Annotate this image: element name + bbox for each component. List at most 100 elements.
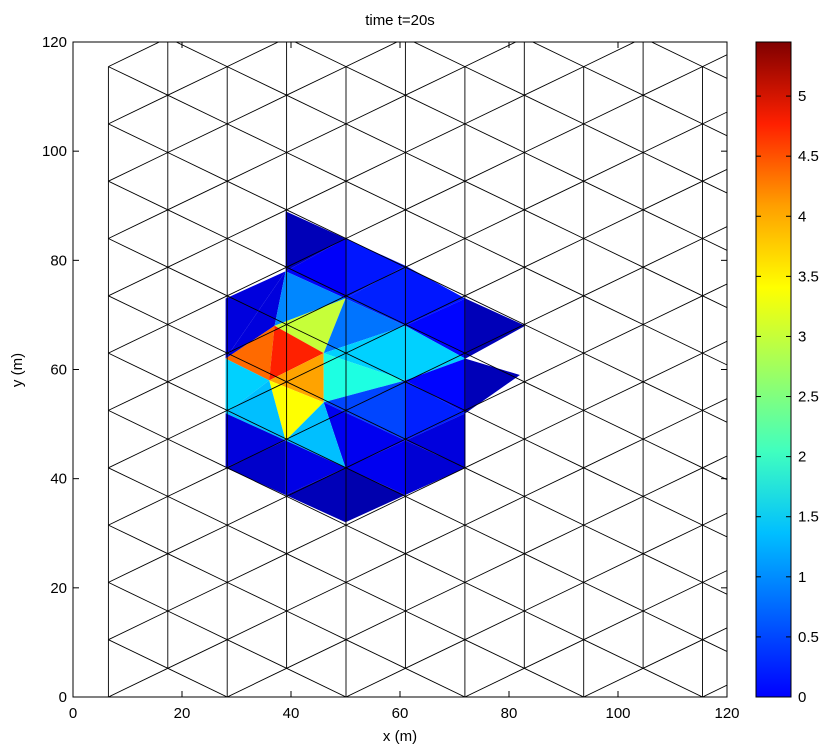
mesh-edge <box>227 352 287 383</box>
mesh-edge <box>642 467 703 497</box>
mesh-edge <box>227 467 287 497</box>
mesh-edge <box>227 553 287 583</box>
mesh-edge <box>583 438 644 469</box>
mesh-edge <box>642 438 703 469</box>
mesh-edge <box>405 495 466 526</box>
mesh-edge <box>108 324 168 354</box>
mesh-edge <box>286 209 347 239</box>
mesh-edge <box>702 66 727 79</box>
x-tick-label: 100 <box>605 705 630 722</box>
mesh-edge <box>108 180 168 211</box>
mesh-edge <box>642 409 703 440</box>
mesh-edge <box>345 324 406 354</box>
mesh-edge <box>167 639 228 669</box>
mesh-edge <box>642 209 703 239</box>
mesh-edge <box>227 381 287 411</box>
mesh-edge <box>702 639 727 652</box>
mesh-edge <box>524 610 584 641</box>
mesh-edge <box>405 352 466 383</box>
mesh-edge <box>345 667 406 697</box>
mesh-edge <box>227 409 287 440</box>
mesh-edge <box>524 409 584 440</box>
cell-18 <box>225 358 270 414</box>
mesh-edge <box>702 581 727 595</box>
mesh-edge <box>108 581 168 612</box>
mesh-edge <box>345 295 406 325</box>
mesh-edge <box>702 524 727 538</box>
mesh-edge <box>227 266 287 297</box>
colorbar-tick-label: 4 <box>798 208 806 225</box>
cell-19 <box>269 353 324 403</box>
mesh-edge <box>108 438 168 469</box>
colorbar-tick-label: 0 <box>798 689 806 706</box>
mesh-edge <box>167 467 228 497</box>
cell-5 <box>465 298 526 359</box>
mesh-edge <box>108 352 168 383</box>
colorbar-tick-label: 4.5 <box>798 148 819 165</box>
mesh-edge <box>167 238 228 268</box>
mesh-edge <box>108 295 168 325</box>
mesh-edge <box>286 524 347 555</box>
mesh-edge <box>286 610 347 641</box>
mesh-edge <box>524 123 584 153</box>
mesh-edge <box>286 324 347 354</box>
mesh-edge <box>642 152 703 182</box>
mesh-edge <box>464 667 525 697</box>
cell-8 <box>225 271 286 359</box>
mesh-edge <box>167 553 228 583</box>
colorbar-tick-label: 2 <box>798 449 806 466</box>
chart-title: time t=20s <box>365 12 435 29</box>
mesh-edge <box>405 152 466 182</box>
cell-32 <box>405 440 466 495</box>
mesh-edge <box>583 42 636 68</box>
mesh-edge <box>227 610 287 641</box>
mesh-edge <box>583 352 644 383</box>
mesh-edge <box>167 352 228 383</box>
mesh-edge <box>227 209 287 239</box>
mesh-edge <box>108 639 168 669</box>
mesh-edge <box>108 42 161 68</box>
mesh-edge <box>642 667 703 697</box>
data-cells <box>225 211 526 523</box>
cell-20 <box>323 353 406 403</box>
cell-31 <box>345 440 406 495</box>
mesh-edge <box>405 524 466 555</box>
mesh-edge <box>583 495 644 526</box>
mesh-edge <box>286 295 347 325</box>
mesh-edge <box>524 266 584 297</box>
mesh-edge <box>464 42 517 68</box>
colorbar-ticks: 0 0.5 1 1.5 2 2.5 3 3.5 4 4.5 5 <box>756 88 819 706</box>
mesh-edge <box>345 266 406 297</box>
mesh-edge <box>583 123 644 153</box>
mesh-edge <box>286 381 347 411</box>
triangular-mesh <box>107 42 727 697</box>
cell-2 <box>285 238 346 299</box>
mesh-edge <box>286 352 347 383</box>
mesh-edge <box>167 180 228 211</box>
mesh-edge <box>524 352 584 383</box>
mesh-edge <box>108 266 168 297</box>
mesh-edge <box>405 180 466 211</box>
mesh-edge <box>286 66 347 96</box>
mesh-edge <box>702 409 727 423</box>
mesh-edge <box>642 295 703 325</box>
mesh-edge <box>345 209 406 239</box>
mesh-edge <box>227 152 287 182</box>
mesh-edge <box>464 94 525 125</box>
mesh-edge <box>167 381 228 411</box>
mesh-edge <box>642 94 703 125</box>
y-tick-label: 0 <box>59 689 67 706</box>
mesh-edge <box>405 123 466 153</box>
cell-10 <box>274 298 346 354</box>
mesh-edge <box>405 295 466 325</box>
mesh-edge <box>345 409 406 440</box>
mesh-edge <box>702 168 727 182</box>
cell-13 <box>405 325 466 381</box>
mesh-edge <box>642 639 703 669</box>
mesh-edge <box>702 123 727 137</box>
mesh-edge <box>167 209 228 239</box>
cell-33 <box>285 467 346 523</box>
mesh-edge <box>702 295 727 309</box>
mesh-edge <box>464 610 525 641</box>
mesh-edge <box>345 238 406 268</box>
